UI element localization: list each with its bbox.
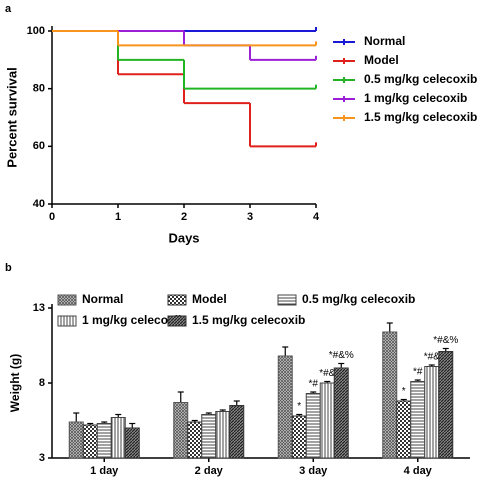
legend-swatch (167, 294, 187, 306)
significance-label: *# (309, 379, 319, 390)
bar (82, 424, 98, 459)
panel-label: a (5, 3, 12, 15)
x-tick-label: 4 (313, 211, 320, 223)
y-tick-label: 40 (33, 198, 45, 210)
x-tick-label: 1 (115, 211, 121, 223)
bar (305, 393, 321, 459)
legend-label: 1.5 mg/kg celecoxib (364, 110, 477, 124)
x-tick-label: 3 day (299, 465, 328, 477)
panel-label: b (5, 262, 12, 274)
y-axis-label: Weight (g) (8, 354, 22, 412)
x-tick-label: 3 (247, 211, 253, 223)
x-tick-label: 1 day (90, 465, 119, 477)
x-tick-label: 2 (181, 211, 187, 223)
legend-label: Model (364, 53, 399, 67)
x-axis-label: Days (168, 230, 199, 245)
bar (333, 367, 349, 459)
legend-label: 1 mg/kg celecoxib (364, 91, 467, 105)
significance-label: *#& (319, 368, 335, 379)
significance-label: *#&% (433, 335, 458, 346)
bar (438, 351, 454, 459)
y-tick-label: 100 (27, 25, 45, 37)
y-tick-label: 13 (33, 302, 45, 314)
y-tick-label: 60 (33, 140, 45, 152)
legend-swatch (57, 294, 77, 306)
bar (424, 366, 440, 459)
bar (229, 405, 245, 459)
legend-swatch (167, 315, 187, 327)
bar (291, 415, 307, 459)
bar (382, 331, 398, 459)
y-tick-label: 80 (33, 83, 45, 95)
y-tick-label: 3 (39, 452, 45, 464)
bar (124, 427, 140, 459)
bar (201, 414, 217, 459)
y-tick-label: 8 (39, 377, 45, 389)
legend-label: 0.5 mg/kg celecoxib (364, 72, 477, 86)
bar (319, 382, 335, 459)
bar (96, 423, 112, 459)
bar (396, 400, 412, 459)
legend-label: Normal (82, 292, 123, 306)
legend-label: 1 mg/kg celecoxib (82, 313, 185, 327)
legend-label: Model (192, 292, 227, 306)
significance-label: *#&% (329, 350, 354, 361)
bar (215, 411, 231, 459)
bar (187, 421, 203, 459)
x-tick-label: 0 (49, 211, 55, 223)
bar (410, 381, 426, 459)
significance-label: * (297, 401, 301, 412)
legend-label: 0.5 mg/kg celecoxib (302, 292, 415, 306)
significance-label: *# (413, 367, 423, 378)
bar (110, 417, 126, 459)
bar (173, 402, 189, 459)
bar (68, 421, 84, 459)
bar (277, 355, 293, 459)
legend-swatch (277, 294, 297, 306)
significance-label: * (402, 386, 406, 397)
legend-swatch (57, 315, 77, 327)
x-tick-label: 4 day (404, 465, 433, 477)
legend-label: Normal (364, 34, 405, 48)
x-tick-label: 2 day (195, 465, 224, 477)
y-axis-label: Percent survival (4, 67, 19, 167)
legend-label: 1.5 mg/kg celecoxib (192, 313, 305, 327)
significance-label: *#& (424, 352, 440, 363)
